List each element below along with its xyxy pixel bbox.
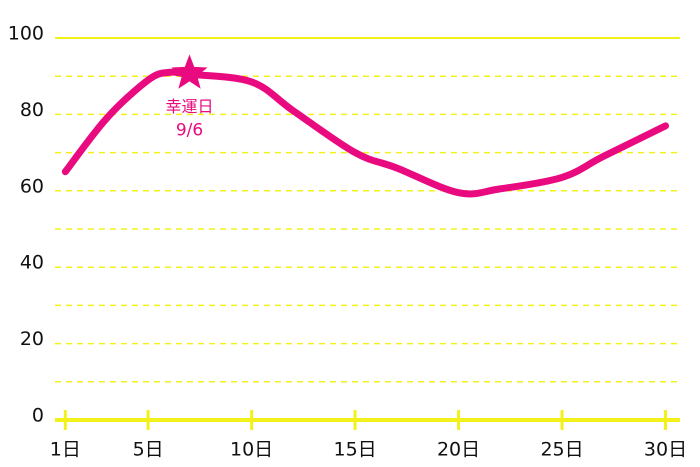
annotation-text: 幸運日 [166,97,214,116]
annotation-date: 9/6 [176,120,203,140]
y-tick-label: 0 [32,405,44,427]
y-tick-label: 60 [20,175,44,197]
x-tick-label: 1日 [50,439,81,461]
y-tick-label: 80 [20,99,44,121]
y-tick-label: 40 [20,252,44,274]
x-tick-label: 15日 [333,439,376,461]
line [61,68,670,198]
x-tick-label: 30日 [644,439,687,461]
y-tick-label: 100 [8,23,44,45]
x-tick-label: 20日 [437,439,480,461]
y-tick-label: 20 [20,328,44,350]
x-tick-label: 25日 [540,439,583,461]
x-tick-label: 5日 [133,439,164,461]
star-marker [171,54,208,89]
x-tick-label: 10日 [230,439,273,461]
